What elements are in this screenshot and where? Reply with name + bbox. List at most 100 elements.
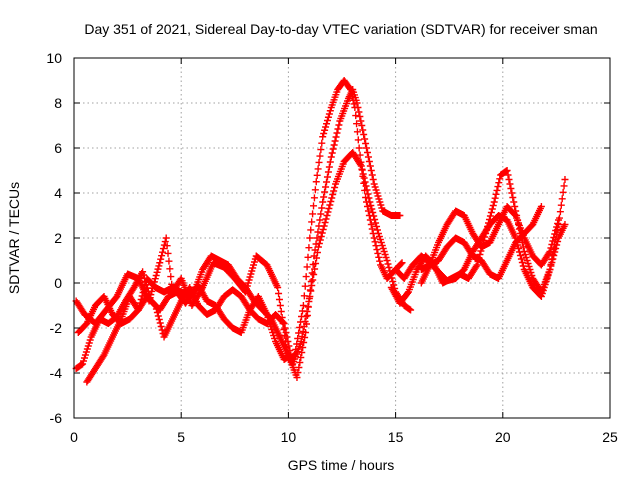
data-point: [295, 364, 303, 371]
data-point: [321, 126, 329, 134]
y-tick-label: 2: [54, 230, 62, 246]
series-track-8: [417, 203, 545, 282]
data-point: [511, 203, 519, 210]
data-point: [325, 163, 333, 171]
data-point: [363, 144, 371, 152]
data-point: [508, 189, 516, 197]
data-point: [295, 329, 303, 337]
data-point: [323, 212, 331, 219]
data-point: [159, 245, 167, 253]
data-point: [138, 292, 146, 300]
data-point: [490, 198, 498, 206]
series-track-7: [417, 203, 563, 287]
data-point: [493, 186, 501, 194]
data-point: [383, 257, 391, 264]
y-tick-label: -6: [50, 410, 63, 426]
data-point: [317, 210, 325, 218]
data-point: [473, 261, 481, 269]
data-point: [372, 242, 380, 250]
data-point: [152, 305, 160, 313]
data-point: [372, 219, 380, 227]
data-point: [368, 205, 376, 213]
data-point: [326, 201, 334, 209]
data-point: [312, 178, 320, 186]
data-point: [362, 182, 370, 190]
data-point: [363, 186, 371, 194]
data-point: [368, 171, 376, 179]
data-point: [503, 167, 511, 174]
data-point: [485, 219, 493, 227]
data-point: [328, 194, 336, 202]
data-point: [353, 128, 361, 136]
data-point: [384, 260, 392, 268]
data-point: [368, 225, 376, 233]
data-point: [299, 302, 307, 309]
data-point: [158, 252, 166, 260]
data-point: [561, 176, 569, 183]
data-point: [313, 171, 321, 179]
x-tick-label: 5: [177, 429, 185, 445]
data-point: [323, 173, 331, 181]
data-point: [301, 282, 309, 290]
data-point: [152, 272, 160, 279]
data-point: [362, 140, 370, 147]
data-point: [279, 319, 287, 326]
data-point: [361, 135, 369, 143]
data-point: [314, 228, 322, 236]
data-point: [151, 302, 159, 309]
data-point: [359, 170, 367, 178]
data-point: [491, 194, 499, 202]
data-point: [332, 133, 340, 141]
data-point: [559, 188, 567, 196]
data-point: [389, 278, 397, 285]
data-point: [299, 328, 307, 335]
chart-title: Day 351 of 2021, Sidereal Day-to-day VTE…: [84, 21, 597, 37]
y-tick-label: 0: [54, 275, 62, 291]
data-point: [398, 259, 406, 267]
data-point: [325, 205, 333, 212]
data-point: [547, 261, 555, 268]
data-point: [321, 219, 329, 226]
data-layer: [72, 77, 569, 386]
data-point: [164, 249, 172, 257]
data-point: [153, 309, 161, 316]
data-point: [157, 323, 165, 330]
data-point: [561, 221, 569, 228]
data-point: [375, 253, 383, 261]
data-point: [294, 369, 302, 376]
data-point: [298, 349, 306, 356]
data-point: [556, 208, 564, 216]
data-point: [358, 122, 366, 129]
data-point: [323, 117, 331, 124]
data-point: [357, 117, 365, 125]
data-point: [319, 198, 327, 206]
data-point: [313, 249, 321, 256]
data-point: [324, 208, 332, 216]
data-point: [282, 329, 290, 336]
data-point: [330, 141, 338, 149]
data-point: [306, 234, 314, 242]
data-point: [304, 303, 312, 310]
y-tick-label: -4: [50, 365, 63, 381]
data-point: [360, 131, 368, 138]
data-point: [322, 215, 330, 223]
data-point: [506, 180, 514, 188]
data-point: [136, 299, 144, 307]
data-point: [553, 223, 561, 231]
data-point: [333, 129, 341, 137]
data-point: [308, 218, 316, 226]
data-point: [387, 271, 395, 278]
data-point: [303, 308, 311, 315]
data-point: [495, 179, 503, 187]
data-point: [509, 194, 517, 201]
y-tick-label: -2: [50, 320, 63, 336]
data-point: [296, 324, 304, 331]
data-point: [308, 282, 316, 289]
data-point: [283, 333, 291, 341]
data-point: [154, 265, 162, 273]
data-point: [309, 210, 317, 218]
data-point: [156, 259, 164, 267]
data-point: [137, 296, 145, 303]
data-point: [151, 301, 159, 308]
